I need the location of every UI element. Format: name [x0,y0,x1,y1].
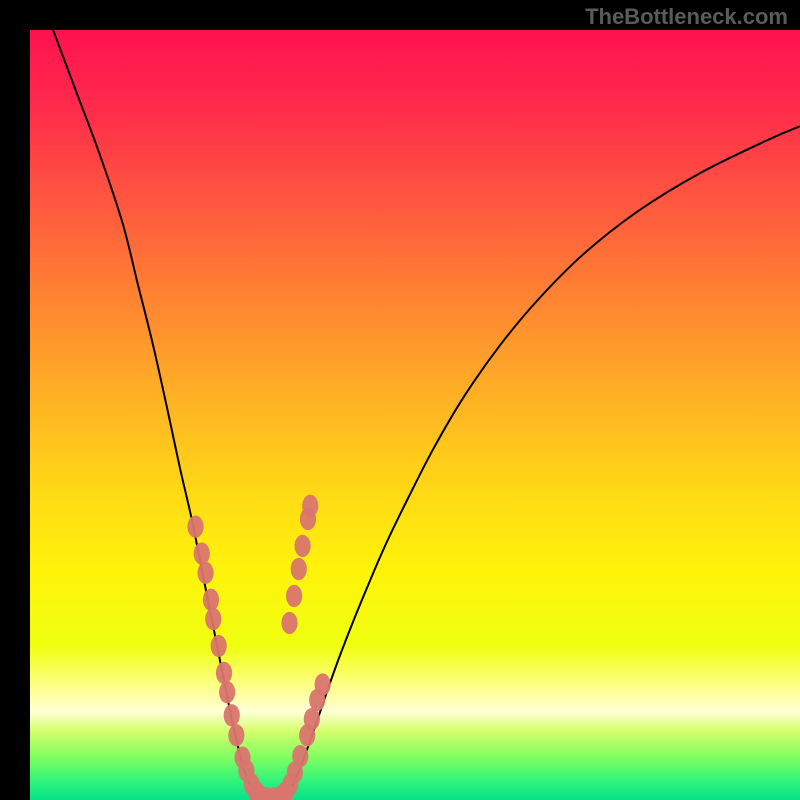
data-marker [203,589,219,611]
data-marker [302,495,318,517]
data-marker [228,724,244,746]
data-marker [187,515,203,537]
gradient-background [30,30,800,800]
data-marker [197,562,213,584]
data-marker [281,612,297,634]
watermark-text: TheBottleneck.com [585,4,788,30]
data-marker [194,542,210,564]
data-marker [291,558,307,580]
data-marker [292,745,308,767]
data-marker [315,673,331,695]
chart-frame: TheBottleneck.com [0,0,800,800]
data-marker [219,681,235,703]
data-marker [294,535,310,557]
data-marker [211,635,227,657]
data-marker [286,585,302,607]
data-marker [224,704,240,726]
data-marker [216,662,232,684]
plot-area [30,30,800,800]
data-marker [304,708,320,730]
data-marker [205,608,221,630]
chart-svg [30,30,800,800]
